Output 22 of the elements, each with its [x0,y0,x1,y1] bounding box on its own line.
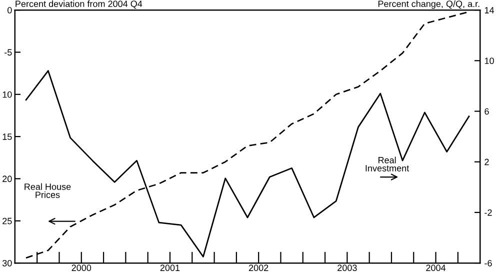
x-tick-label: 2001 [160,264,180,272]
y-axis-title: Percent deviation from 2004 Q4 [16,0,142,9]
y-tick-label: 0 [7,7,12,14]
y2-tick-label: 2 [484,158,489,166]
annotation: Real House Prices [24,183,71,198]
y-tick-label: 25 [2,218,12,224]
y-tick-label: 30 [2,260,12,266]
y2-axis-title: Percent change, Q/Q, a.r. [378,0,480,9]
x-tick-label: 2000 [72,264,92,272]
y-tick-label: 15 [2,134,12,140]
x-tick-label: 2003 [338,264,357,272]
y2-tick-label: 14 [484,7,494,14]
y-tick-label: 10 [2,91,12,98]
annotation: Real Investment [366,156,410,172]
y2-tick-label: -2 [484,209,492,216]
y2-tick-label: 10 [484,58,494,64]
y2-tick-label: -6 [484,260,492,266]
y-tick-label: 20 [2,176,12,182]
x-tick-label: 2002 [248,264,268,272]
x-tick-label: 2004 [426,264,446,272]
y-tick-label: -5 [4,49,12,56]
y2-tick-label: 6 [484,108,489,115]
